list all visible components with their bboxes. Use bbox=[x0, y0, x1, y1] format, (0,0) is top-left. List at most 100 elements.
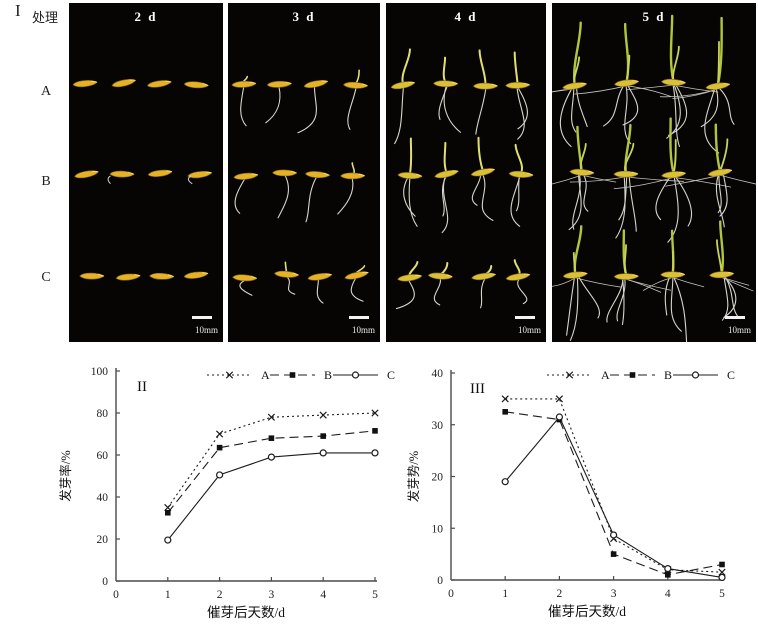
seed bbox=[390, 81, 416, 90]
root bbox=[395, 279, 415, 310]
series-marker-C bbox=[718, 573, 726, 582]
root bbox=[673, 276, 688, 342]
root bbox=[517, 87, 528, 130]
root bbox=[721, 276, 729, 321]
root bbox=[723, 276, 737, 319]
lateral-root bbox=[642, 277, 673, 291]
seed-highlight bbox=[415, 274, 422, 277]
seed-highlight bbox=[408, 81, 415, 84]
seed-highlight bbox=[129, 79, 136, 81]
root bbox=[305, 176, 317, 223]
shoot bbox=[672, 138, 677, 175]
seedling bbox=[552, 21, 588, 148]
root bbox=[667, 84, 687, 136]
legend-marker-C bbox=[351, 371, 360, 379]
series-marker-B bbox=[665, 572, 671, 578]
seedling bbox=[395, 260, 423, 310]
y-tick-label: 10 bbox=[432, 523, 444, 535]
root bbox=[717, 174, 722, 214]
seed-highlight bbox=[251, 173, 259, 176]
shoot bbox=[716, 239, 723, 275]
seedling bbox=[274, 261, 299, 295]
seed bbox=[303, 80, 329, 88]
seed-highlight bbox=[201, 272, 209, 275]
root bbox=[715, 174, 725, 228]
series-marker-C bbox=[609, 531, 618, 539]
photo-panel-title-3d: 3 d bbox=[292, 9, 316, 24]
lateral-root bbox=[719, 174, 756, 185]
y-tick-label: 0 bbox=[102, 576, 108, 588]
shoot bbox=[624, 142, 635, 174]
seedling bbox=[111, 79, 136, 88]
y-tick-label: 60 bbox=[97, 450, 109, 462]
x-tick-label: 5 bbox=[372, 589, 378, 601]
seedling bbox=[183, 271, 209, 279]
y-tick-label: 100 bbox=[91, 366, 109, 378]
photo-panel-2d: 2 d 10mm bbox=[69, 3, 223, 342]
seedling bbox=[434, 141, 459, 234]
shoot bbox=[477, 136, 484, 172]
shoot bbox=[714, 123, 722, 173]
root bbox=[442, 176, 447, 217]
photo-4d-image bbox=[386, 3, 546, 342]
root bbox=[480, 278, 486, 309]
x-tick-label: 3 bbox=[611, 588, 617, 600]
root bbox=[616, 278, 626, 322]
seedling bbox=[187, 171, 213, 185]
y-tick-label: 40 bbox=[97, 492, 109, 504]
seed-highlight bbox=[631, 171, 639, 175]
shoot bbox=[513, 51, 519, 86]
seed bbox=[471, 272, 496, 280]
seed-highlight bbox=[523, 83, 530, 86]
shoot bbox=[478, 49, 487, 86]
chart-numeral: III bbox=[470, 381, 485, 397]
seedling bbox=[433, 56, 462, 133]
root bbox=[664, 276, 670, 316]
seed bbox=[709, 271, 735, 279]
root bbox=[350, 277, 364, 302]
root bbox=[572, 174, 581, 230]
seedling bbox=[147, 169, 173, 177]
series-line-B bbox=[505, 411, 723, 576]
seed-highlight bbox=[202, 83, 209, 87]
seedling bbox=[508, 143, 534, 227]
root bbox=[471, 174, 482, 206]
photo-panel-title-5d: 5 d bbox=[642, 9, 666, 24]
shoot bbox=[408, 137, 413, 176]
root bbox=[433, 278, 441, 306]
x-axis-label: 催芽后天数/d bbox=[548, 604, 626, 619]
seed bbox=[266, 81, 292, 88]
shoot bbox=[719, 138, 729, 173]
chart-II: 0 20 40 60 80 100 0 1 2 3 4 5 催芽后天数/d 发芽率/% II A B C bbox=[58, 366, 395, 620]
scale-bar-label: 10mm bbox=[517, 325, 541, 335]
root bbox=[475, 88, 487, 135]
photo-3d-image bbox=[228, 3, 380, 342]
series-marker-A bbox=[555, 395, 564, 403]
chart-numeral: II bbox=[137, 379, 147, 395]
seedling bbox=[231, 75, 257, 127]
series-marker-C bbox=[501, 478, 509, 486]
seed-highlight bbox=[358, 173, 365, 177]
root bbox=[337, 178, 354, 215]
series-marker-B bbox=[610, 551, 617, 557]
seed bbox=[109, 170, 135, 178]
seedling bbox=[390, 48, 416, 145]
row-label-B: B bbox=[41, 174, 51, 189]
lateral-root bbox=[721, 277, 754, 292]
series-marker-C bbox=[555, 413, 564, 421]
series-marker-A bbox=[215, 430, 224, 438]
seedling bbox=[569, 123, 684, 239]
lateral-root bbox=[659, 88, 719, 98]
seedling bbox=[265, 81, 292, 124]
seed bbox=[705, 82, 731, 90]
series-line-A bbox=[505, 398, 723, 573]
root bbox=[571, 88, 577, 133]
lateral-root bbox=[673, 177, 732, 188]
legend-marker-A bbox=[225, 371, 234, 379]
seed bbox=[569, 168, 595, 176]
root bbox=[615, 176, 626, 239]
scale-bar-label: 10mm bbox=[727, 325, 751, 335]
seed-highlight bbox=[632, 274, 639, 277]
photo-panel-4d: 4 d 10mm bbox=[386, 3, 546, 342]
